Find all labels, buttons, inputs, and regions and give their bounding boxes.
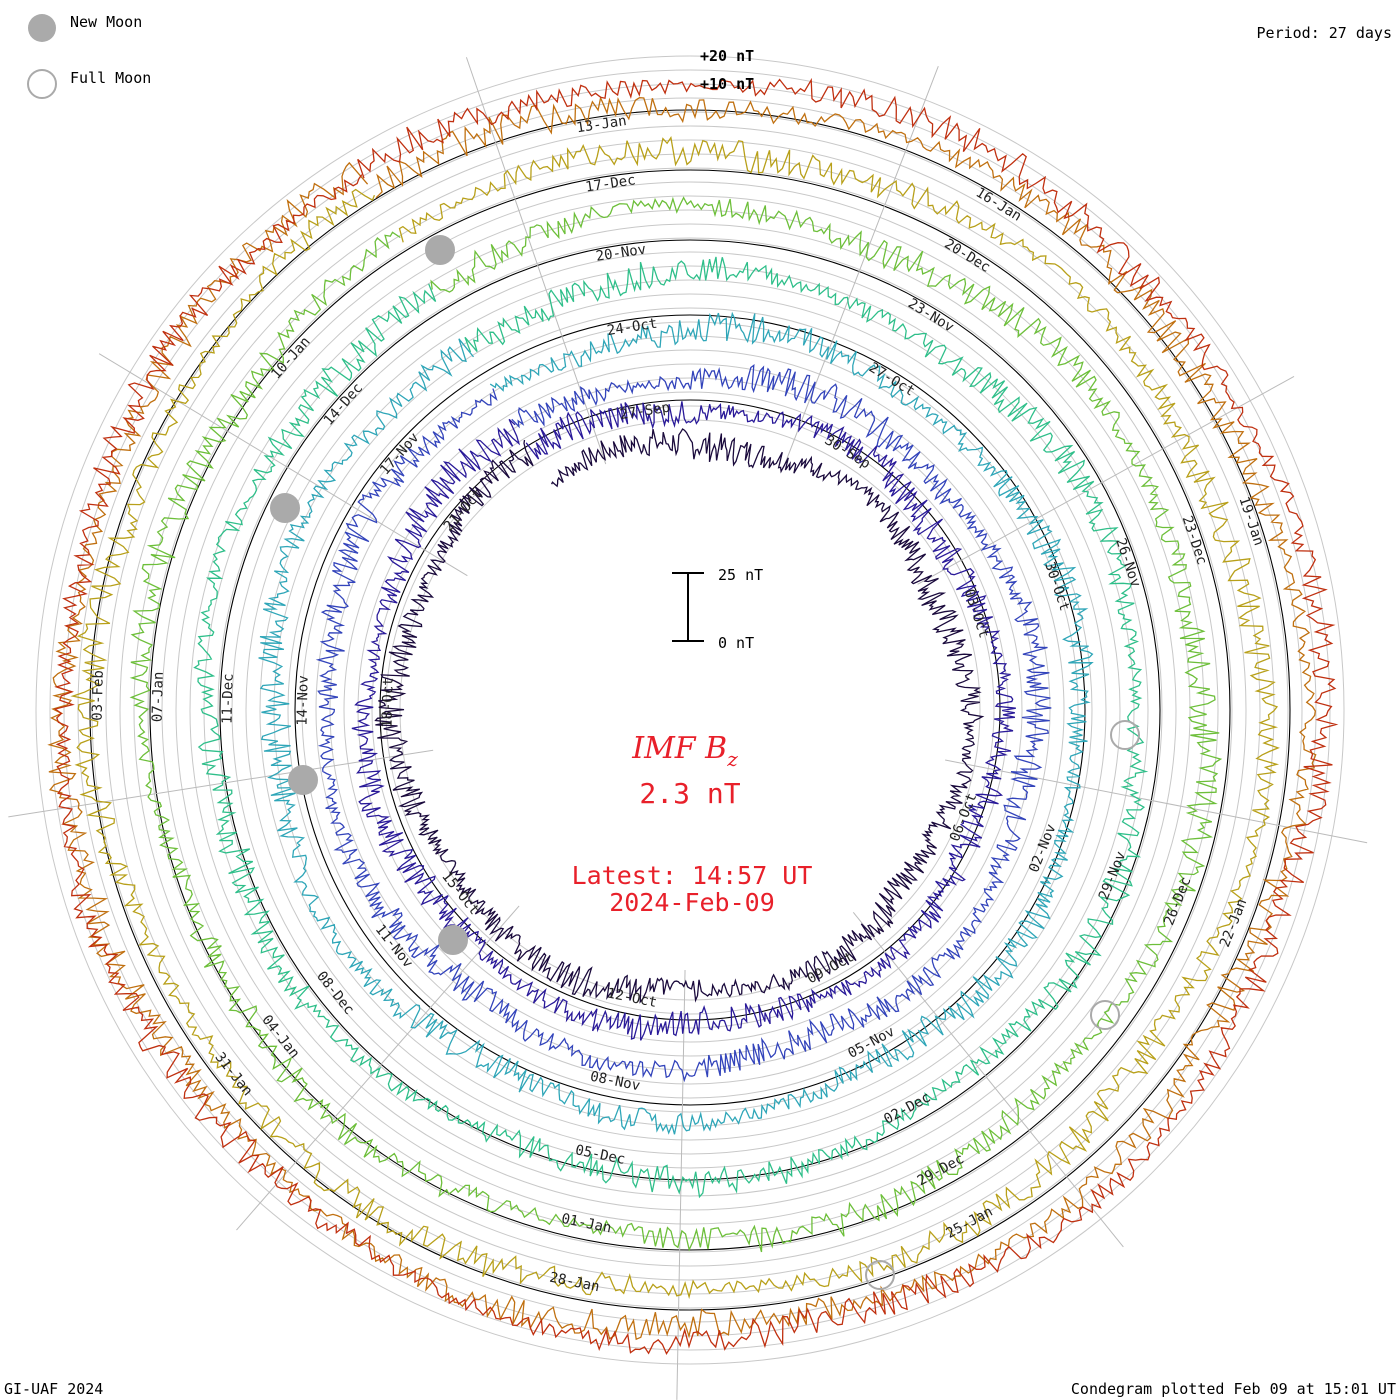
date-tick-label: 20-Nov <box>595 241 647 264</box>
grid-ring <box>77 97 1303 1323</box>
full-moon-legend-label: Full Moon <box>70 69 151 87</box>
grid-ring <box>35 55 1345 1365</box>
moon-markers <box>270 235 1140 1290</box>
date-tick-label: 22-Jan <box>1217 897 1250 950</box>
new-moon-icon <box>425 235 455 265</box>
grid-spoke <box>852 912 1124 1248</box>
series-trace <box>193 256 1149 1199</box>
series-trace <box>351 401 1016 1041</box>
grid-ring <box>357 377 1023 1043</box>
series-traces <box>47 77 1339 1355</box>
center-value: 2.3 nT <box>639 777 740 810</box>
series-trace <box>129 196 1223 1253</box>
date-tick-label: 24-Oct <box>606 316 658 339</box>
date-tick-label: 03-Oct <box>961 587 992 640</box>
date-tick-label: 29-Dec <box>915 1151 967 1189</box>
full-moon-legend-icon <box>27 69 57 99</box>
grid-spoke <box>236 905 520 1231</box>
date-tick-label: 03-Feb <box>90 670 107 721</box>
grid-spoke <box>98 353 468 577</box>
date-tick-label: 14-Nov <box>294 675 311 726</box>
new-moon-icon <box>288 765 318 795</box>
grid-ring <box>105 125 1275 1295</box>
zero-ring <box>149 169 1231 1251</box>
latest-date: 2024-Feb-09 <box>609 888 775 917</box>
zero-ring <box>379 399 1001 1021</box>
period-label: Period: 27 days <box>1257 24 1392 42</box>
series-trace <box>70 136 1280 1300</box>
full-moon-icon <box>1090 1000 1120 1030</box>
new-moon-icon <box>438 925 468 955</box>
latest-time: Latest: 14:57 UT <box>572 861 813 890</box>
grid-ring <box>119 139 1261 1281</box>
plotted-label: Condegram plotted Feb 09 at 15:01 UT <box>1071 1380 1396 1398</box>
credit-label: GI-UAF 2024 <box>4 1380 103 1398</box>
grid-ring <box>91 111 1289 1309</box>
grid-ring <box>287 307 1093 1113</box>
date-tick-label: 02-Dec <box>881 1089 933 1127</box>
date-tick-label: 13-Jan <box>575 113 627 136</box>
date-tick-label: 15-Oct <box>438 869 482 919</box>
grid-ring <box>315 335 1065 1085</box>
grid-spoke <box>917 376 1295 585</box>
grid-ring <box>259 279 1121 1141</box>
grid-spoke <box>783 66 939 468</box>
series-trace <box>315 364 1052 1083</box>
date-tick-label: 02-Nov <box>1026 822 1059 875</box>
series-trace <box>47 95 1317 1341</box>
date-tick-label: 27-Sep <box>619 400 671 423</box>
series-trace <box>53 77 1339 1355</box>
center-title: IMF Bz <box>631 731 738 771</box>
grid-ring <box>385 405 995 1015</box>
date-tick-label: 18-Oct <box>379 677 396 728</box>
date-tick-label: 28-Jan <box>548 1270 601 1296</box>
grid-ring <box>329 349 1051 1071</box>
date-tick-label: 31-Jan <box>211 1050 255 1100</box>
grid-rings <box>35 55 1345 1365</box>
series-trace <box>258 311 1094 1135</box>
ref-10nt-label: +10 nT <box>700 75 754 93</box>
grid-ring <box>203 223 1177 1197</box>
full-moon-icon <box>1110 720 1140 750</box>
date-tick-label: 07-Jan <box>150 671 167 722</box>
full-moon-icon <box>865 1260 895 1290</box>
grid-ring <box>231 251 1149 1169</box>
date-tick-label: 05-Dec <box>574 1142 627 1168</box>
date-tick-label: 11-Dec <box>219 673 236 724</box>
series-trace <box>374 428 985 1004</box>
new-moon-legend-icon <box>28 14 56 42</box>
grid-ring <box>49 69 1331 1351</box>
ref-20nt-label: +20 nT <box>700 47 754 65</box>
grid-ring <box>161 181 1219 1239</box>
zero-ring <box>89 109 1291 1311</box>
new-moon-legend-label: New Moon <box>70 13 142 31</box>
date-tick-label: 17-Dec <box>584 172 636 195</box>
zero-ring <box>294 314 1086 1106</box>
grid-ring <box>301 321 1079 1099</box>
grid-ring <box>175 195 1205 1225</box>
date-tick-label: 09-Oct <box>805 949 857 987</box>
grid-ring <box>147 167 1233 1253</box>
scale-bottom-label: 0 nT <box>718 634 754 652</box>
grid-ring <box>189 209 1191 1211</box>
date-tick-label: 01-Jan <box>560 1211 613 1237</box>
scale-top-label: 25 nT <box>718 566 763 584</box>
grid-ring <box>133 153 1247 1267</box>
date-tick-label: 14-Dec <box>321 380 366 429</box>
new-moon-icon <box>270 493 300 523</box>
date-tick-label: 19-Jan <box>1235 495 1266 548</box>
